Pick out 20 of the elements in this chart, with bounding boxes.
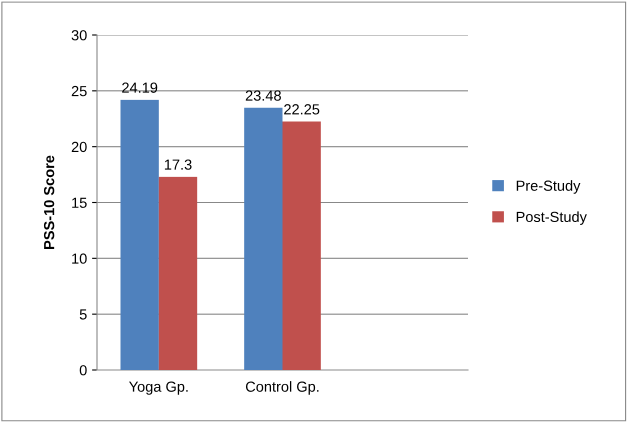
y-tick-label: 20 — [72, 142, 87, 152]
y-tick-label: 5 — [80, 309, 87, 320]
data-label: 17.3 — [164, 159, 192, 170]
x-tick-label: Control Gp. — [246, 381, 318, 395]
y-tick-label: 15 — [72, 198, 87, 208]
bar — [282, 122, 321, 370]
x-tick-label: Yoga Gp. — [129, 381, 188, 395]
y-axis-title: PSS-10 Score — [44, 156, 54, 249]
bar — [120, 100, 159, 370]
y-tick-label: 0 — [80, 365, 87, 376]
data-label: 24.19 — [122, 82, 158, 93]
bar — [158, 176, 198, 370]
bar — [244, 108, 282, 370]
legend-label: Post-Study — [516, 211, 587, 225]
y-tick-label: 30 — [72, 30, 87, 40]
data-label: 23.48 — [246, 90, 281, 101]
legend-label: Pre-Study — [516, 180, 580, 194]
y-tick-label: 10 — [72, 253, 87, 264]
y-tick-label: 25 — [72, 86, 87, 96]
data-label: 22.25 — [284, 104, 320, 114]
